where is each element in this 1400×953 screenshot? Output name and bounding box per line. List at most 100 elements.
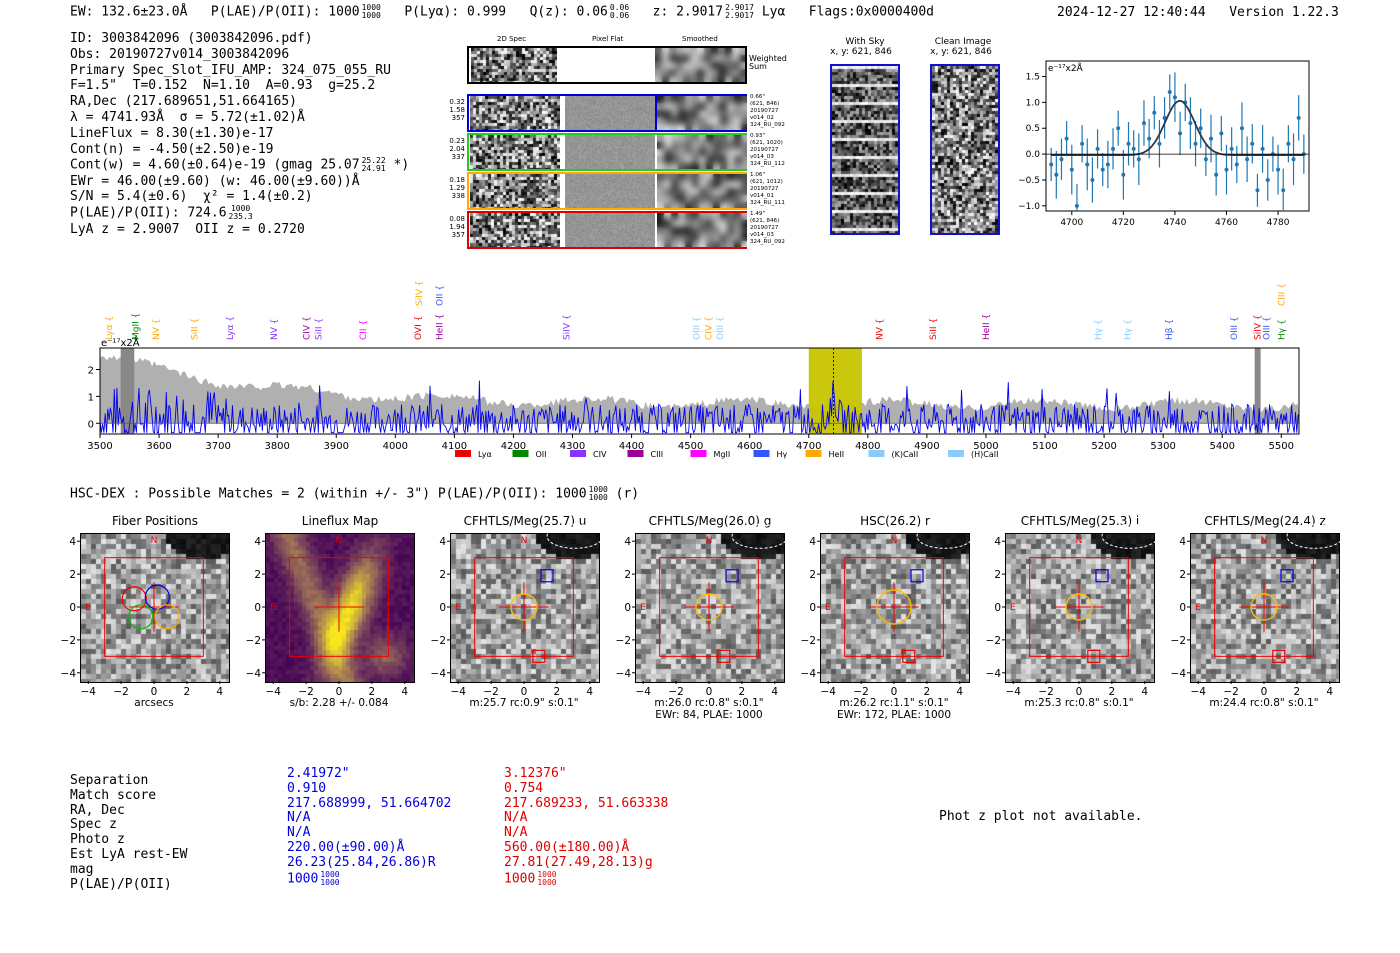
legend-label: Hγ	[777, 450, 788, 459]
zoom-xtick-label: 4700	[1060, 218, 1083, 228]
spectrum-masked-region	[1254, 348, 1261, 434]
line-marker-label: HeII {	[436, 314, 446, 340]
spectrum-ytick-label: 0	[88, 419, 94, 430]
bright-source-ellipse	[731, 523, 789, 549]
line-marker-label: NV {	[152, 319, 162, 340]
north-label: N	[151, 536, 158, 546]
cutout-title: Fiber Positions	[111, 514, 199, 528]
east-label: E	[640, 603, 646, 613]
spectrum-xtick-label: 4500	[678, 441, 703, 452]
zoom-point	[1209, 136, 1214, 141]
cutout-overlay: 4 2 0 −2 −4−4 −2 0 2 4 N E	[246, 536, 409, 698]
cutout-caption: m:26.0 rc:0.8" s:0.1" EWr: 84, PLAE: 1000	[619, 697, 799, 721]
line-marker-label: OIII {	[693, 316, 703, 340]
cutout-ytick-label: 4	[254, 536, 261, 548]
cutout-xtick-label: −2	[668, 686, 683, 698]
row-left-stats: 0.32 1.58 357	[445, 98, 465, 122]
spectrum-xtick-label: 4600	[737, 441, 762, 452]
cutout-title: CFHTLS/Meg(24.4) z	[1204, 514, 1326, 528]
spectrum-xtick-label: 5300	[1150, 441, 1175, 452]
zoom-point	[1167, 90, 1172, 95]
cutout-title: HSC(26.2) r	[860, 514, 930, 528]
cutout-caption-line1: m:25.3 rc:0.8" s:0.1"	[1024, 697, 1134, 709]
stats-value: N/A	[287, 810, 311, 826]
zoom-point	[1219, 131, 1224, 136]
line-marker-label: SiII {	[929, 318, 939, 340]
col-label-2dspec: 2D Spec	[497, 35, 527, 43]
cutout-caption: m:24.4 rc:0.8" s:0.1"	[1174, 697, 1354, 709]
spectrum-frame	[99, 347, 1300, 435]
cutout-xtick-label: 2	[554, 686, 561, 698]
row-smoothed	[657, 96, 747, 130]
cutout-overlay: 4 2 0 −2 −4−4 −2 0 2 4 N E	[431, 523, 604, 698]
stats-value: 1000 1000 1000	[504, 869, 557, 887]
line-marker-label: SiIV {	[563, 314, 573, 340]
legend-swatch	[805, 450, 822, 457]
cutout-xtick-label: 2	[1109, 686, 1116, 698]
cutout-xtick-label: 0	[336, 686, 343, 698]
with-sky-xy: x, y: 621, 846	[830, 47, 892, 57]
cutout-search-box	[659, 557, 759, 657]
zoom-point	[1111, 146, 1116, 151]
cutout-caption-line1: arcsecs	[134, 697, 174, 709]
info-primary: Primary Spec_Slot_IFU_AMP: 324_075_055_R…	[70, 62, 391, 78]
clean-xy: x, y: 621, 846	[930, 47, 992, 57]
with-sky-canvas	[832, 66, 898, 233]
zoom-point	[1214, 172, 1219, 177]
header-qz-frac: 0.06 0.06	[609, 3, 630, 20]
with-sky-image	[830, 64, 900, 235]
full-spectrum-chart: Lyα {MgII {NV {SiII {Lyα {NV {CIV {SiII …	[87, 280, 1300, 459]
cutout-ytick-label: −2	[1171, 635, 1186, 647]
spec2d-row	[467, 133, 747, 171]
clean-title: Clean Image	[934, 37, 992, 47]
cutout-ytick-label: 0	[254, 602, 261, 614]
spectrum-xtick-label: 4800	[855, 441, 880, 452]
spectrum-xtick-label: 3500	[87, 441, 112, 452]
row-pixelflat	[565, 96, 655, 130]
line-marker-label: SiII {	[315, 318, 325, 340]
zoom-point	[1239, 126, 1244, 131]
row-pixelflat	[565, 213, 655, 247]
version: Version 1.22.3	[1229, 5, 1339, 20]
zoom-yticks: 1.5 1.0 0.5 0.0 −0.5 −1.0	[1018, 73, 1046, 212]
cutout-ytick-label: 0	[69, 602, 76, 614]
header-plae-frac: 1000 1000	[361, 3, 381, 20]
row-right-value: v014_03	[750, 232, 774, 238]
zoom-point	[1296, 115, 1301, 120]
legend-label: (K)CaII	[892, 450, 919, 459]
row-right-meta: 0.93" (621, 1020) 20190727 v014_03 324_RU_11…	[750, 133, 785, 168]
row-right-value: 0.66"	[750, 94, 766, 100]
stats-labels: Separation Match score RA, Dec Spec z Photo …	[70, 773, 187, 892]
zoom-point	[1198, 126, 1203, 131]
row-separator	[655, 213, 657, 247]
matches-plae-frac: 1000 1000	[588, 485, 608, 502]
zoom-unit-label: e⁻¹⁷x2Å	[1048, 62, 1084, 74]
zoom-point	[1054, 172, 1059, 177]
cutout-ytick-label: 0	[439, 602, 446, 614]
zoom-point	[1178, 131, 1183, 136]
zoom-point	[1157, 141, 1162, 146]
line-marker-label: Hβ {	[1165, 319, 1175, 340]
line-marker-label: OIII {	[1263, 316, 1273, 340]
clean-image	[930, 64, 1000, 235]
cutout-xtick-label: 0	[151, 686, 158, 698]
cutout-ytick-label: 0	[1179, 602, 1186, 614]
stats-label-row: RA, Dec	[70, 802, 125, 818]
cutout-overlay: 4 2 0 −2 −4−4 −2 0 2 4 N E	[801, 523, 974, 698]
row-right-value: v014_03	[750, 154, 774, 160]
cutout-xtick-label: −4	[1005, 686, 1021, 698]
zoom-point	[1172, 95, 1177, 100]
cutout-ytick-label: −4	[246, 668, 262, 680]
line-marker-label: CIII {	[1277, 283, 1287, 306]
cutout-caption-line1: s/b: 2.28 +/- 0.084	[289, 697, 389, 709]
match-box-1	[1095, 569, 1109, 583]
match-box-2	[717, 649, 731, 663]
zoom-point	[1245, 157, 1250, 162]
clean-canvas	[932, 66, 998, 233]
cutout-xtick-label: 4	[586, 686, 593, 698]
line-markers: Lyα {MgII {NV {SiII {Lyα {NV {CIV {SiII …	[105, 280, 1287, 340]
cutout-ytick-label: −4	[986, 668, 1002, 680]
with-sky-header: With Sky x, y: 621, 846	[830, 37, 900, 57]
header-qz: Q(z): 0.06	[529, 4, 608, 20]
line-marker-label: Hγ {	[1277, 319, 1287, 340]
